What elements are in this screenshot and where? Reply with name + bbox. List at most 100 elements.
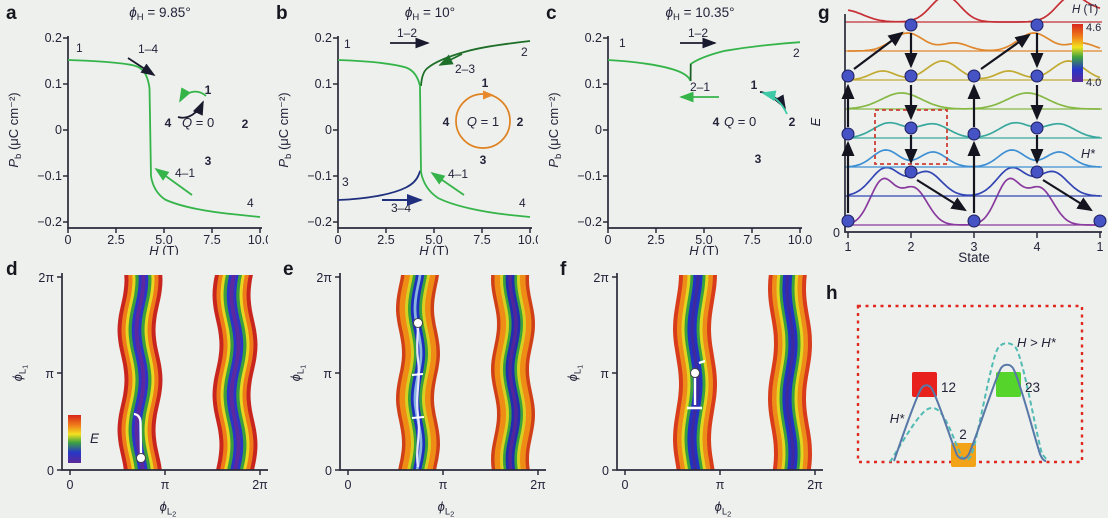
y-tick: −0.1	[307, 169, 332, 183]
panel-d: 2π π 0 0 π 2π ϕL1 ϕL2 E	[0, 255, 280, 518]
panel-b: ϕH = 10° Pb (μC cm⁻²) 0.2 0.1 0 −0.1 −0.…	[270, 0, 538, 255]
y-tick: 0.1	[585, 77, 602, 91]
winding-number-label: Q = 1	[467, 114, 499, 129]
winding-number-label: Q = 0	[182, 115, 214, 130]
panel-c-ylabel: Pb (μC cm⁻²)	[546, 92, 564, 167]
relaxation-path	[687, 359, 706, 410]
cycle-state-1: 1	[205, 83, 212, 97]
y-tick: 0	[325, 123, 332, 137]
panel-a: ϕH = 9.85° Pb (μC cm⁻²) 0.2 0.1 0 −0.1 −…	[0, 0, 268, 255]
cycle-state-4: 4	[713, 115, 720, 129]
transition-label-12: 1–2	[397, 26, 417, 40]
y-tick: −0.1	[577, 169, 602, 183]
x-tick: 10.0	[248, 233, 268, 247]
panel-letter-c: c	[546, 3, 557, 24]
cycle-arrow-green	[179, 87, 207, 103]
y-tick: 0	[602, 464, 609, 478]
cycle-arrow-teal	[761, 90, 788, 115]
panel-e: 2π π 0 0 π 2π ϕL1 ϕL2	[278, 255, 558, 518]
y-tick: 0	[47, 464, 54, 478]
panel-f-xlabel: ϕL2	[715, 499, 732, 518]
relaxation-path	[133, 412, 143, 456]
y-tick: 0.2	[45, 31, 62, 45]
barrier-curve-high-field	[889, 342, 1049, 463]
state-tick: 1	[845, 240, 852, 254]
x-tick: 0	[345, 478, 352, 492]
barrier-12-label: 12	[941, 380, 956, 395]
arrow-4-1	[430, 171, 465, 196]
panel-g-ylabel: E	[810, 117, 823, 126]
x-tick: 7.5	[203, 233, 220, 247]
state-label-4: 4	[519, 196, 526, 210]
winding-number-label: Q = 0	[724, 114, 756, 129]
y-tick: −0.2	[577, 215, 602, 229]
reversible-curve-green	[607, 41, 801, 82]
panel-a-ylabel: Pb (μC cm⁻²)	[6, 92, 24, 167]
winding-path	[416, 326, 420, 468]
state-tick: 1	[1097, 240, 1104, 254]
panel-d-ylabel: ϕL1	[10, 365, 30, 382]
panel-e-ylabel: ϕL1	[288, 365, 308, 382]
panel-letter-g: g	[818, 3, 830, 24]
x-tick: 0	[622, 478, 629, 492]
x-tick: 0	[65, 233, 72, 247]
x-tick: 2π	[252, 478, 268, 492]
y-tick: −0.2	[37, 215, 62, 229]
state-marker-dot	[136, 453, 146, 463]
transition-label-41: 4–1	[448, 167, 468, 181]
state-label-4: 4	[247, 196, 254, 210]
branch-2-curve-darkgreen	[420, 40, 531, 87]
barrier-23-label: 23	[1025, 380, 1040, 395]
cycle-state-2: 2	[789, 115, 796, 129]
panel-d-xlabel: ϕL2	[160, 499, 177, 518]
x-tick: 2π	[807, 478, 823, 492]
panel-letter-a: a	[6, 3, 17, 24]
transition-label-21: 2–1	[690, 80, 710, 94]
y-tick: −0.1	[37, 169, 62, 183]
transition-label-12: 1–2	[688, 26, 708, 40]
cycle-state-1: 1	[482, 76, 489, 90]
state-marker-dot	[413, 318, 423, 328]
transition-label-23: 2–3	[455, 62, 475, 76]
transition-label-14: 1–4	[138, 42, 158, 56]
panel-g: E 0 1 2 3 4 1 State	[810, 0, 1108, 262]
barrier-23-marker	[996, 372, 1021, 397]
path-ticks	[411, 373, 425, 419]
x-tick: 0	[335, 233, 342, 247]
x-tick: 2.5	[377, 233, 394, 247]
colorbar-label: E	[90, 431, 100, 446]
panel-letter-h: h	[826, 283, 838, 304]
cycle-arrow-black	[177, 100, 204, 119]
panel-b-xlabel: H (T)	[419, 243, 449, 255]
field-colorbar	[1072, 24, 1083, 82]
high-field-label: H > H*	[1017, 335, 1057, 350]
panel-a-xlabel: H (T)	[149, 243, 179, 255]
panel-letter-e: e	[283, 259, 294, 280]
arrow-2-3	[438, 53, 463, 66]
state-marker-dot	[690, 368, 700, 378]
panel-letter-d: d	[6, 259, 18, 280]
energy-valley-bands	[117, 275, 258, 470]
x-tick: 5.0	[695, 233, 712, 247]
y-tick: π	[600, 367, 609, 381]
x-tick: 5.0	[155, 233, 172, 247]
cycle-state-3: 3	[205, 154, 212, 168]
barrier-curve-critical-field	[893, 363, 1047, 462]
y-origin: 0	[833, 226, 840, 240]
colorbar-min: 4.0	[1086, 77, 1101, 89]
x-tick: π	[161, 478, 170, 492]
panel-g-xlabel: State	[958, 250, 990, 262]
state-label-1: 1	[619, 36, 626, 50]
panel-h: 12 23 2 H* H > H*	[820, 280, 1108, 518]
critical-field-label: H*	[1081, 147, 1096, 161]
state-label-1: 1	[344, 37, 351, 51]
branch-3-curve-navy	[337, 170, 422, 201]
arrow-1-4	[127, 57, 156, 76]
y-tick: π	[323, 367, 332, 381]
y-tick: 0	[595, 123, 602, 137]
y-tick: 2π	[593, 271, 609, 285]
panel-c-title: ϕH = 10.35°	[666, 5, 735, 23]
state-tick: 4	[1034, 240, 1041, 254]
panel-a-title: ϕH = 9.85°	[129, 5, 190, 23]
